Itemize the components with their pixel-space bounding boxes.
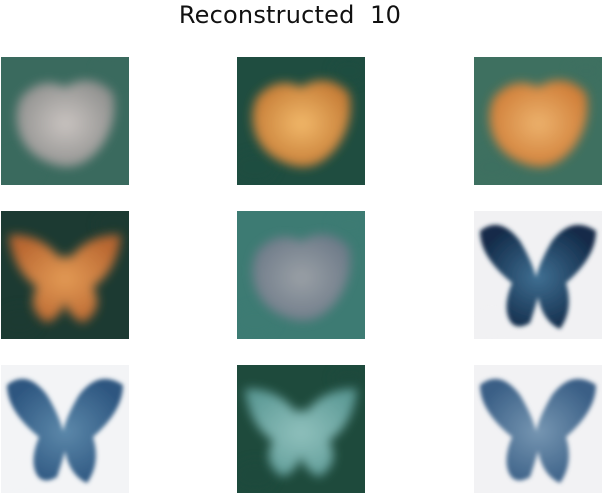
reconstruction-3 xyxy=(474,57,602,185)
reconstruction-9 xyxy=(474,365,602,493)
reconstruction-4-image xyxy=(1,211,129,339)
reconstruction-8-image xyxy=(237,365,365,493)
reconstruction-5 xyxy=(237,211,365,339)
reconstruction-2 xyxy=(237,57,365,185)
figure-title: Reconstructed 10 xyxy=(178,1,402,29)
reconstruction-6-image xyxy=(474,211,602,339)
reconstruction-7-image xyxy=(1,365,129,493)
reconstruction-1-image xyxy=(1,57,129,185)
reconstruction-5-image xyxy=(237,211,365,339)
reconstruction-4 xyxy=(1,211,129,339)
reconstruction-1 xyxy=(1,57,129,185)
reconstruction-8 xyxy=(237,365,365,493)
reconstruction-2-image xyxy=(237,57,365,185)
reconstruction-9-image xyxy=(474,365,602,493)
reconstruction-7 xyxy=(1,365,129,493)
reconstruction-6 xyxy=(474,211,602,339)
reconstruction-3-image xyxy=(474,57,602,185)
